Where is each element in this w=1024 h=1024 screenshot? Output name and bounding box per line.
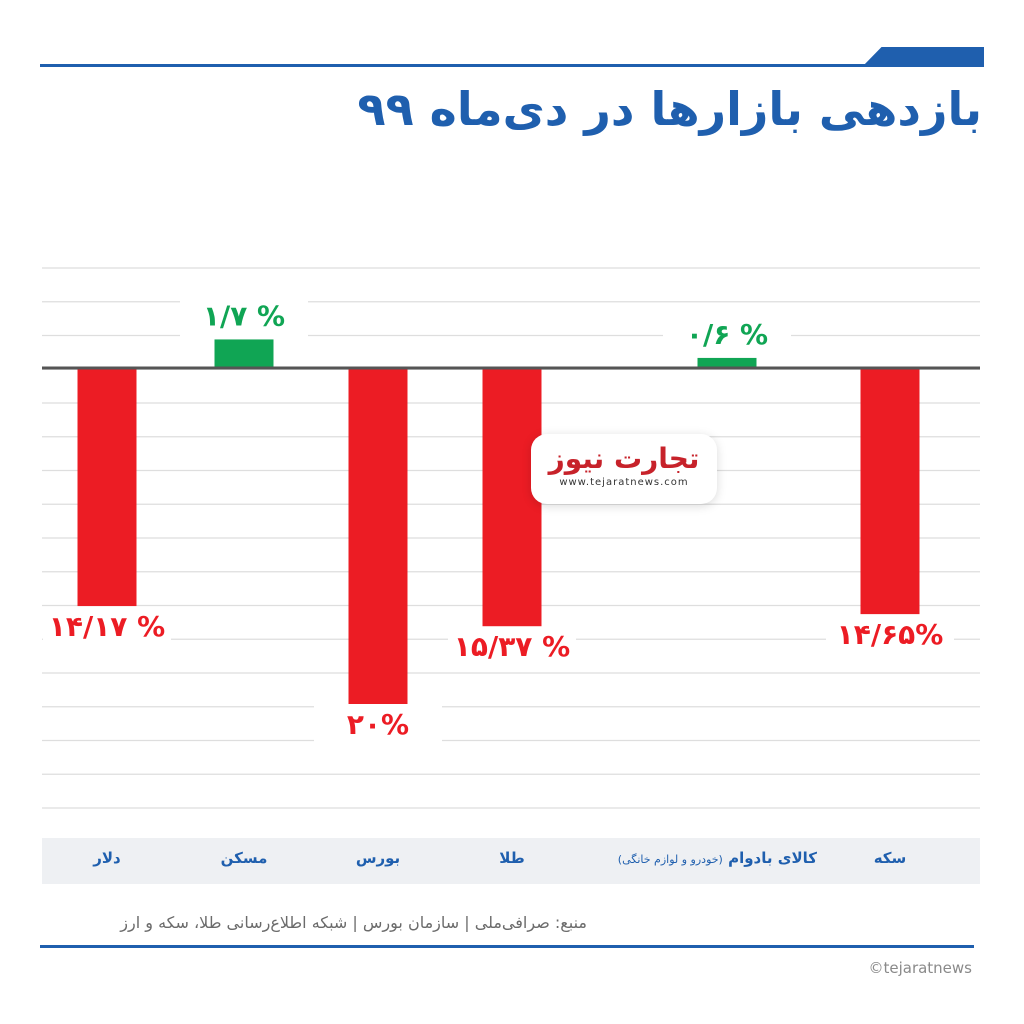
footer-rule [40, 945, 974, 948]
category-label: بورس [288, 849, 468, 867]
bar [860, 368, 920, 615]
category-name: سکه [873, 849, 907, 867]
header-tab-accent [862, 47, 984, 67]
data-label-bg [180, 297, 308, 338]
category-name: بورس [355, 849, 401, 867]
category-name: مسکن [220, 849, 268, 867]
watermark-url: www.tejaratnews.com [559, 477, 689, 488]
data-label: ۰/۶ % [686, 318, 768, 351]
bar [348, 368, 408, 704]
category-label: دلار [17, 849, 197, 867]
data-label-bg [663, 315, 791, 356]
data-label: ۱۴/۶۵% [837, 618, 944, 651]
bar [214, 339, 274, 368]
brand-watermark: تجارت نیوز www.tejaratnews.com [531, 434, 717, 504]
data-label-bg [448, 628, 576, 669]
category-label: سکه [800, 849, 980, 867]
page-title: بازدهی بازارها در دی‌ماه ۹۹ [357, 82, 983, 136]
category-note: (خودرو و لوازم خانگی) [617, 853, 723, 866]
data-label-bg [43, 608, 171, 649]
category-label: طلا [422, 849, 602, 867]
bar [482, 368, 542, 627]
category-name: دلار [93, 849, 121, 867]
data-label: ۱۵/۳۷ % [454, 630, 570, 663]
category-name: طلا [499, 849, 525, 867]
category-name: کالای بادوام [728, 849, 817, 867]
bar [697, 357, 757, 368]
data-label-bg [826, 616, 954, 657]
data-label: ۲۰% [347, 708, 409, 741]
source-note: منبع: صرافی‌ملی | سازمان بورس | شبکه اطل… [120, 913, 587, 932]
watermark-name: تجارت نیوز [548, 442, 700, 475]
data-label: ۱۴/۱۷ % [49, 610, 165, 643]
header-rule [40, 64, 984, 67]
bar [77, 368, 137, 607]
credit-text: ©tejaratnews [868, 959, 972, 977]
category-axis [42, 838, 980, 884]
category-label: کالای بادوام (خودرو و لوازم خانگی) [618, 849, 817, 867]
category-label: مسکن [154, 849, 334, 867]
data-label-bg [314, 706, 442, 746]
data-label: ۱/۷ % [203, 299, 285, 332]
